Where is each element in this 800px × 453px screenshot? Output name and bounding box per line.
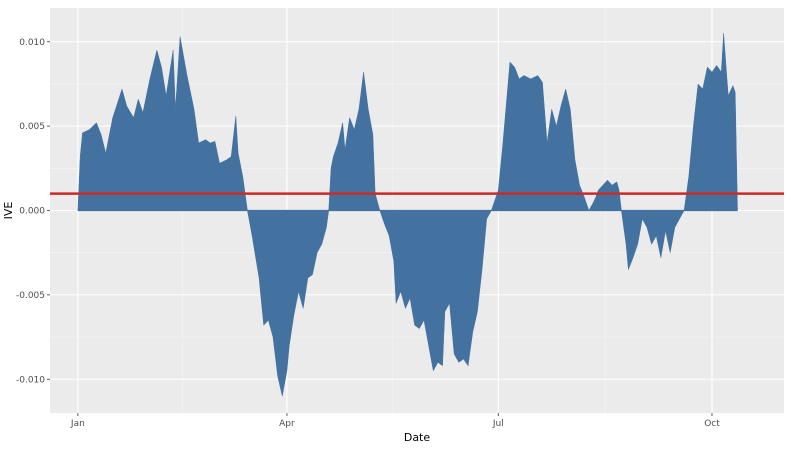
x-tick-label: Jul [492,419,504,429]
y-axis: -0.010 -0.005 0.000 0.005 0.010 [16,38,50,385]
x-tick-label: Oct [704,419,720,429]
x-axis-title: Date [404,431,431,444]
x-tick-label: Jan [70,419,85,429]
y-tick-label: 0.005 [19,122,45,132]
area-layer [77,33,738,397]
series-area-0 [77,33,738,397]
y-tick-label: -0.010 [16,375,45,385]
y-axis-title: IVE [2,202,15,220]
x-tick-label: Apr [279,419,295,429]
y-tick-label: 0.000 [19,207,45,217]
y-tick-label: 0.010 [19,38,45,48]
x-axis: Jan Apr Jul Oct [70,413,720,429]
y-tick-label: -0.005 [16,291,45,301]
